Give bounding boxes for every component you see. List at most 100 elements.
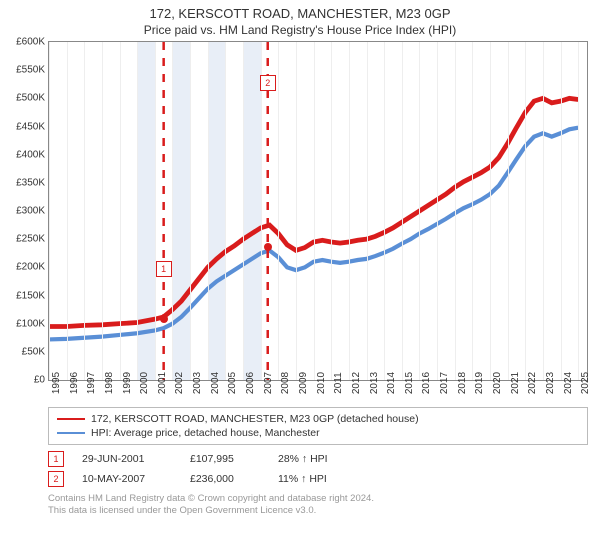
x-tick-label: 2005 xyxy=(225,372,238,394)
grid-line xyxy=(384,42,385,380)
grid-line xyxy=(419,42,420,380)
sale-row-date: 29-JUN-2001 xyxy=(82,453,172,465)
grid-line xyxy=(296,42,297,380)
grid-line xyxy=(137,42,138,380)
grid-line xyxy=(243,42,244,380)
legend-item-hpi: HPI: Average price, detached house, Manc… xyxy=(57,426,579,440)
x-tick-label: 2003 xyxy=(190,372,203,394)
grid-line xyxy=(190,42,191,380)
grid-line xyxy=(120,42,121,380)
legend-swatch xyxy=(57,432,85,434)
y-tick-label: £500K xyxy=(16,93,49,104)
grid-line xyxy=(84,42,85,380)
y-tick-label: £400K xyxy=(16,149,49,160)
grid-line xyxy=(402,42,403,380)
x-tick-label: 2001 xyxy=(155,372,168,394)
x-tick-label: 2000 xyxy=(137,372,150,394)
x-tick-label: 2014 xyxy=(384,372,397,394)
x-tick-label: 2018 xyxy=(455,372,468,394)
grid-line xyxy=(314,42,315,380)
grid-line xyxy=(508,42,509,380)
legend-swatch xyxy=(57,418,85,420)
grid-line xyxy=(472,42,473,380)
x-tick-label: 2012 xyxy=(349,372,362,394)
y-tick-label: £250K xyxy=(16,234,49,245)
x-tick-label: 2013 xyxy=(367,372,380,394)
sale-marker-dot xyxy=(264,243,272,251)
grid-line xyxy=(49,42,50,380)
x-tick-label: 1997 xyxy=(84,372,97,394)
grid-line xyxy=(455,42,456,380)
grid-line xyxy=(543,42,544,380)
footer: Contains HM Land Registry data © Crown c… xyxy=(48,493,588,517)
y-tick-label: £300K xyxy=(16,206,49,217)
sale-row: 129-JUN-2001£107,99528% ↑ HPI xyxy=(48,449,588,469)
x-tick-label: 2020 xyxy=(490,372,503,394)
grid-line xyxy=(172,42,173,380)
x-tick-label: 2010 xyxy=(314,372,327,394)
grid-line xyxy=(349,42,350,380)
grid-line xyxy=(278,42,279,380)
sale-row-index: 2 xyxy=(48,471,64,487)
x-tick-label: 2021 xyxy=(508,372,521,394)
grid-line xyxy=(67,42,68,380)
x-tick-label: 1995 xyxy=(49,372,62,394)
grid-line xyxy=(490,42,491,380)
x-tick-label: 2004 xyxy=(208,372,221,394)
grid-line xyxy=(578,42,579,380)
page-subtitle: Price paid vs. HM Land Registry's House … xyxy=(0,21,600,41)
grid-line xyxy=(155,42,156,380)
sale-row: 2 10-MAY-2007 £236,000 11% ↑ HPI xyxy=(48,469,588,489)
grid-line xyxy=(367,42,368,380)
sale-row-price: £107,995 xyxy=(190,453,260,465)
footer-line: This data is licensed under the Open Gov… xyxy=(48,505,588,517)
x-tick-label: 2007 xyxy=(261,372,274,394)
chart-lines xyxy=(49,42,587,380)
page-title: 172, KERSCOTT ROAD, MANCHESTER, M23 0GP xyxy=(0,0,600,21)
x-tick-label: 2019 xyxy=(472,372,485,394)
sale-row-date: 10-MAY-2007 xyxy=(82,473,172,485)
grid-line xyxy=(525,42,526,380)
grid-line xyxy=(225,42,226,380)
y-tick-label: £100K xyxy=(16,318,49,329)
y-tick-label: £450K xyxy=(16,121,49,132)
x-tick-label: 2023 xyxy=(543,372,556,394)
chart: £0£50K£100K£150K£200K£250K£300K£350K£400… xyxy=(48,41,588,401)
x-tick-label: 2006 xyxy=(243,372,256,394)
sale-row-diff: 11% ↑ HPI xyxy=(278,473,368,485)
sale-marker-box: 2 xyxy=(260,75,276,91)
legend-item-property: 172, KERSCOTT ROAD, MANCHESTER, M23 0GP … xyxy=(57,412,579,426)
x-tick-label: 2024 xyxy=(561,372,574,394)
x-tick-label: 2011 xyxy=(331,372,344,394)
x-tick-label: 1998 xyxy=(102,372,115,394)
legend: 172, KERSCOTT ROAD, MANCHESTER, M23 0GP … xyxy=(48,407,588,445)
x-tick-label: 1999 xyxy=(120,372,133,394)
x-tick-label: 2025 xyxy=(578,372,591,394)
y-tick-label: £200K xyxy=(16,262,49,273)
sale-row-price: £236,000 xyxy=(190,473,260,485)
x-tick-label: 2017 xyxy=(437,372,450,394)
grid-line xyxy=(102,42,103,380)
sale-marker-box: 1 xyxy=(156,261,172,277)
legend-label: HPI: Average price, detached house, Manc… xyxy=(91,427,320,439)
footer-line: Contains HM Land Registry data © Crown c… xyxy=(48,493,588,505)
y-tick-label: £600K xyxy=(16,37,49,48)
sales-table: 129-JUN-2001£107,99528% ↑ HPI210-MAY-200… xyxy=(48,449,588,489)
y-tick-label: £50K xyxy=(22,346,49,357)
grid-line xyxy=(331,42,332,380)
grid-line xyxy=(561,42,562,380)
grid-line xyxy=(208,42,209,380)
x-tick-label: 2009 xyxy=(296,372,309,394)
sale-marker-dot xyxy=(160,315,168,323)
sale-row-diff: 28% ↑ HPI xyxy=(278,453,368,465)
x-tick-label: 1996 xyxy=(67,372,80,394)
y-tick-label: £0 xyxy=(34,375,49,386)
y-tick-label: £550K xyxy=(16,65,49,76)
x-tick-label: 2022 xyxy=(525,372,538,394)
x-tick-label: 2016 xyxy=(419,372,432,394)
grid-line xyxy=(437,42,438,380)
x-tick-label: 2008 xyxy=(278,372,291,394)
legend-label: 172, KERSCOTT ROAD, MANCHESTER, M23 0GP … xyxy=(91,413,419,425)
y-tick-label: £150K xyxy=(16,290,49,301)
y-tick-label: £350K xyxy=(16,177,49,188)
